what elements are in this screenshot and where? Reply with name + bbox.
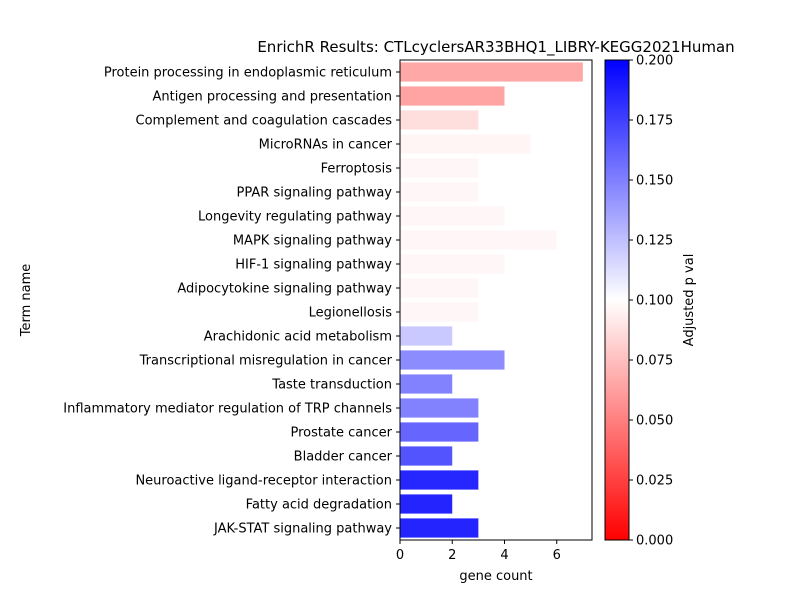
y-tick-label-19: JAK-STAT signaling pathway — [213, 522, 392, 537]
y-tick-label-15: Prostate cancer — [290, 426, 392, 441]
bar-3 — [400, 134, 531, 154]
y-tick-label-8: HIF-1 signaling pathway — [235, 258, 392, 273]
bar-8 — [400, 254, 505, 274]
bar-12 — [400, 350, 505, 370]
bars-group — [400, 62, 583, 538]
colorbar-tick-label-5: 0.125 — [636, 234, 673, 249]
y-tick-label-4: Ferroptosis — [321, 162, 393, 177]
colorbar-tick-label-1: 0.025 — [636, 474, 673, 489]
x-ticks-group: 0 2 4 6 — [396, 540, 561, 563]
colorbar-ticks-group: 0.000 0.025 0.050 0.075 0.100 0.125 0.150 0.175… — [629, 54, 673, 549]
colorbar-tick-label-8: 0.200 — [636, 54, 673, 69]
y-tick-label-3: MicroRNAs in cancer — [259, 138, 393, 153]
plot-frame — [399, 59, 593, 541]
colorbar — [604, 59, 630, 541]
bar-16 — [400, 446, 453, 466]
x-axis-title: gene count — [459, 569, 532, 584]
bar-5 — [400, 182, 479, 202]
y-tick-label-18: Fatty acid degradation — [246, 498, 392, 513]
y-tick-label-1: Antigen processing and presentation — [152, 90, 392, 105]
x-tick-label-3: 6 — [553, 548, 561, 563]
bar-18 — [400, 494, 453, 514]
y-ticks-group: Protein processing in endoplasmic reticu… — [63, 66, 400, 537]
colorbar-tick-label-4: 0.100 — [636, 294, 673, 309]
bar-19 — [400, 518, 479, 538]
y-tick-label-7: MAPK signaling pathway — [233, 234, 392, 249]
bar-7 — [400, 230, 557, 250]
x-tick-label-1: 2 — [448, 548, 456, 563]
bar-17 — [400, 470, 479, 490]
y-tick-label-12: Transcriptional misregulation in cancer — [139, 354, 393, 369]
colorbar-tick-label-0: 0.000 — [636, 534, 673, 549]
bar-15 — [400, 422, 479, 442]
colorbar-label: Adjusted p val — [682, 254, 697, 347]
y-tick-label-10: Legionellosis — [309, 306, 393, 321]
bar-10 — [400, 302, 479, 322]
bar-2 — [400, 110, 479, 130]
bar-6 — [400, 206, 505, 226]
colorbar-tick-label-7: 0.175 — [636, 114, 673, 129]
y-tick-label-5: PPAR signaling pathway — [237, 186, 393, 201]
bar-14 — [400, 398, 479, 418]
colorbar-tick-label-6: 0.150 — [636, 174, 673, 189]
y-tick-label-17: Neuroactive ligand-receptor interaction — [135, 474, 392, 489]
bar-9 — [400, 278, 479, 298]
chart-title: EnrichR Results: CTLcyclersAR33BHQ1_LIBR… — [257, 38, 734, 57]
y-tick-label-16: Bladder cancer — [294, 450, 393, 465]
bar-4 — [400, 158, 479, 178]
bar-1 — [400, 86, 505, 106]
y-tick-label-2: Complement and coagulation cascades — [136, 114, 393, 129]
bar-13 — [400, 374, 453, 394]
y-tick-label-13: Taste transduction — [271, 378, 392, 393]
colorbar-tick-label-2: 0.050 — [636, 414, 673, 429]
bar-0 — [400, 62, 583, 82]
y-tick-label-6: Longevity regulating pathway — [198, 210, 392, 225]
y-axis-title: Term name — [19, 264, 34, 338]
x-tick-label-2: 4 — [500, 548, 508, 563]
y-tick-label-0: Protein processing in endoplasmic reticu… — [104, 66, 392, 81]
y-tick-label-11: Arachidonic acid metabolism — [204, 330, 392, 345]
bar-11 — [400, 326, 453, 346]
x-tick-label-0: 0 — [396, 548, 404, 563]
y-tick-label-9: Adipocytokine signaling pathway — [177, 282, 392, 297]
y-tick-label-14: Inflammatory mediator regulation of TRP … — [63, 402, 392, 417]
colorbar-tick-label-3: 0.075 — [636, 354, 673, 369]
